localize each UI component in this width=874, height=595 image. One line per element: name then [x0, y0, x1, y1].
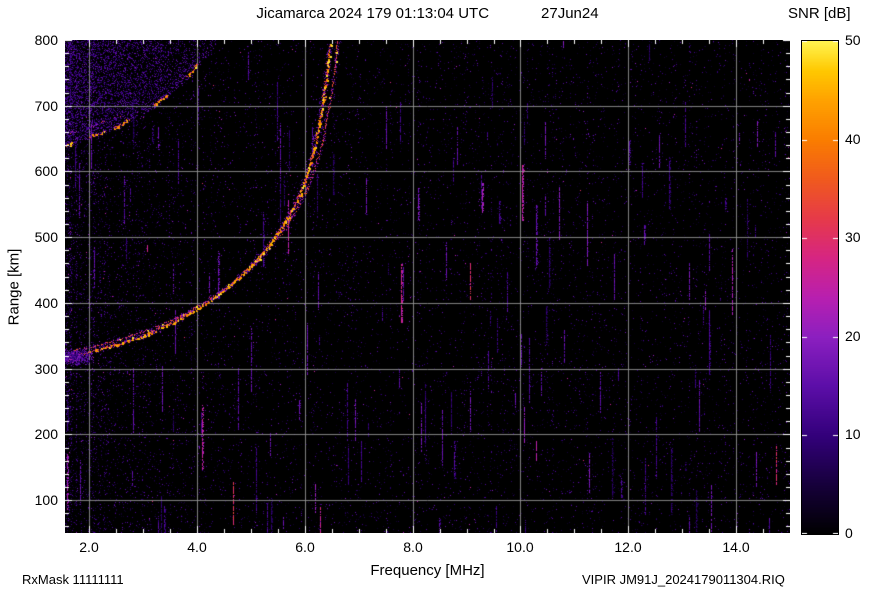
colorbar-tick-label: 50 [845, 32, 861, 48]
ionogram-canvas [65, 40, 790, 533]
data-file-label: VIPIR JM91J_2024179011304.RIQ [582, 572, 785, 587]
colorbar-tick-label: 0 [845, 525, 853, 541]
x-axis-label: Frequency [MHz] [370, 562, 485, 579]
x-tick-label: 12.0 [614, 539, 642, 555]
colorbar-tick-label: 40 [845, 131, 861, 147]
y-tick-label: 200 [34, 426, 58, 442]
x-tick-label: 10.0 [506, 539, 534, 555]
y-tick-label: 600 [34, 163, 58, 179]
colorbar-tick-label: 30 [845, 229, 861, 245]
y-tick-label: 500 [34, 229, 58, 245]
colorbar-gradient [801, 40, 839, 535]
colorbar-tick-label: 20 [845, 328, 861, 344]
plot-title: Jicamarca 2024 179 01:13:04 UTC [256, 5, 490, 22]
y-tick-label: 400 [34, 295, 58, 311]
header: Jicamarca 2024 179 01:13:04 UTC 27Jun24 [65, 5, 790, 22]
y-tick-label: 700 [34, 98, 58, 114]
y-axis-label: Range [km] [5, 248, 23, 326]
colorbar-title: SNR [dB] [788, 5, 851, 22]
x-tick-label: 2.0 [79, 539, 99, 555]
x-tick-label: 6.0 [295, 539, 315, 555]
x-tick-label: 4.0 [187, 539, 207, 555]
plot-date: 27Jun24 [541, 5, 599, 22]
y-tick-label: 800 [34, 32, 58, 48]
rx-mask-label: RxMask 11111111 [22, 572, 124, 587]
y-tick-label: 100 [34, 492, 58, 508]
x-tick-label: 8.0 [403, 539, 423, 555]
colorbar-tick-label: 10 [845, 426, 861, 442]
y-tick-label: 300 [34, 361, 58, 377]
x-tick-label: 14.0 [722, 539, 750, 555]
